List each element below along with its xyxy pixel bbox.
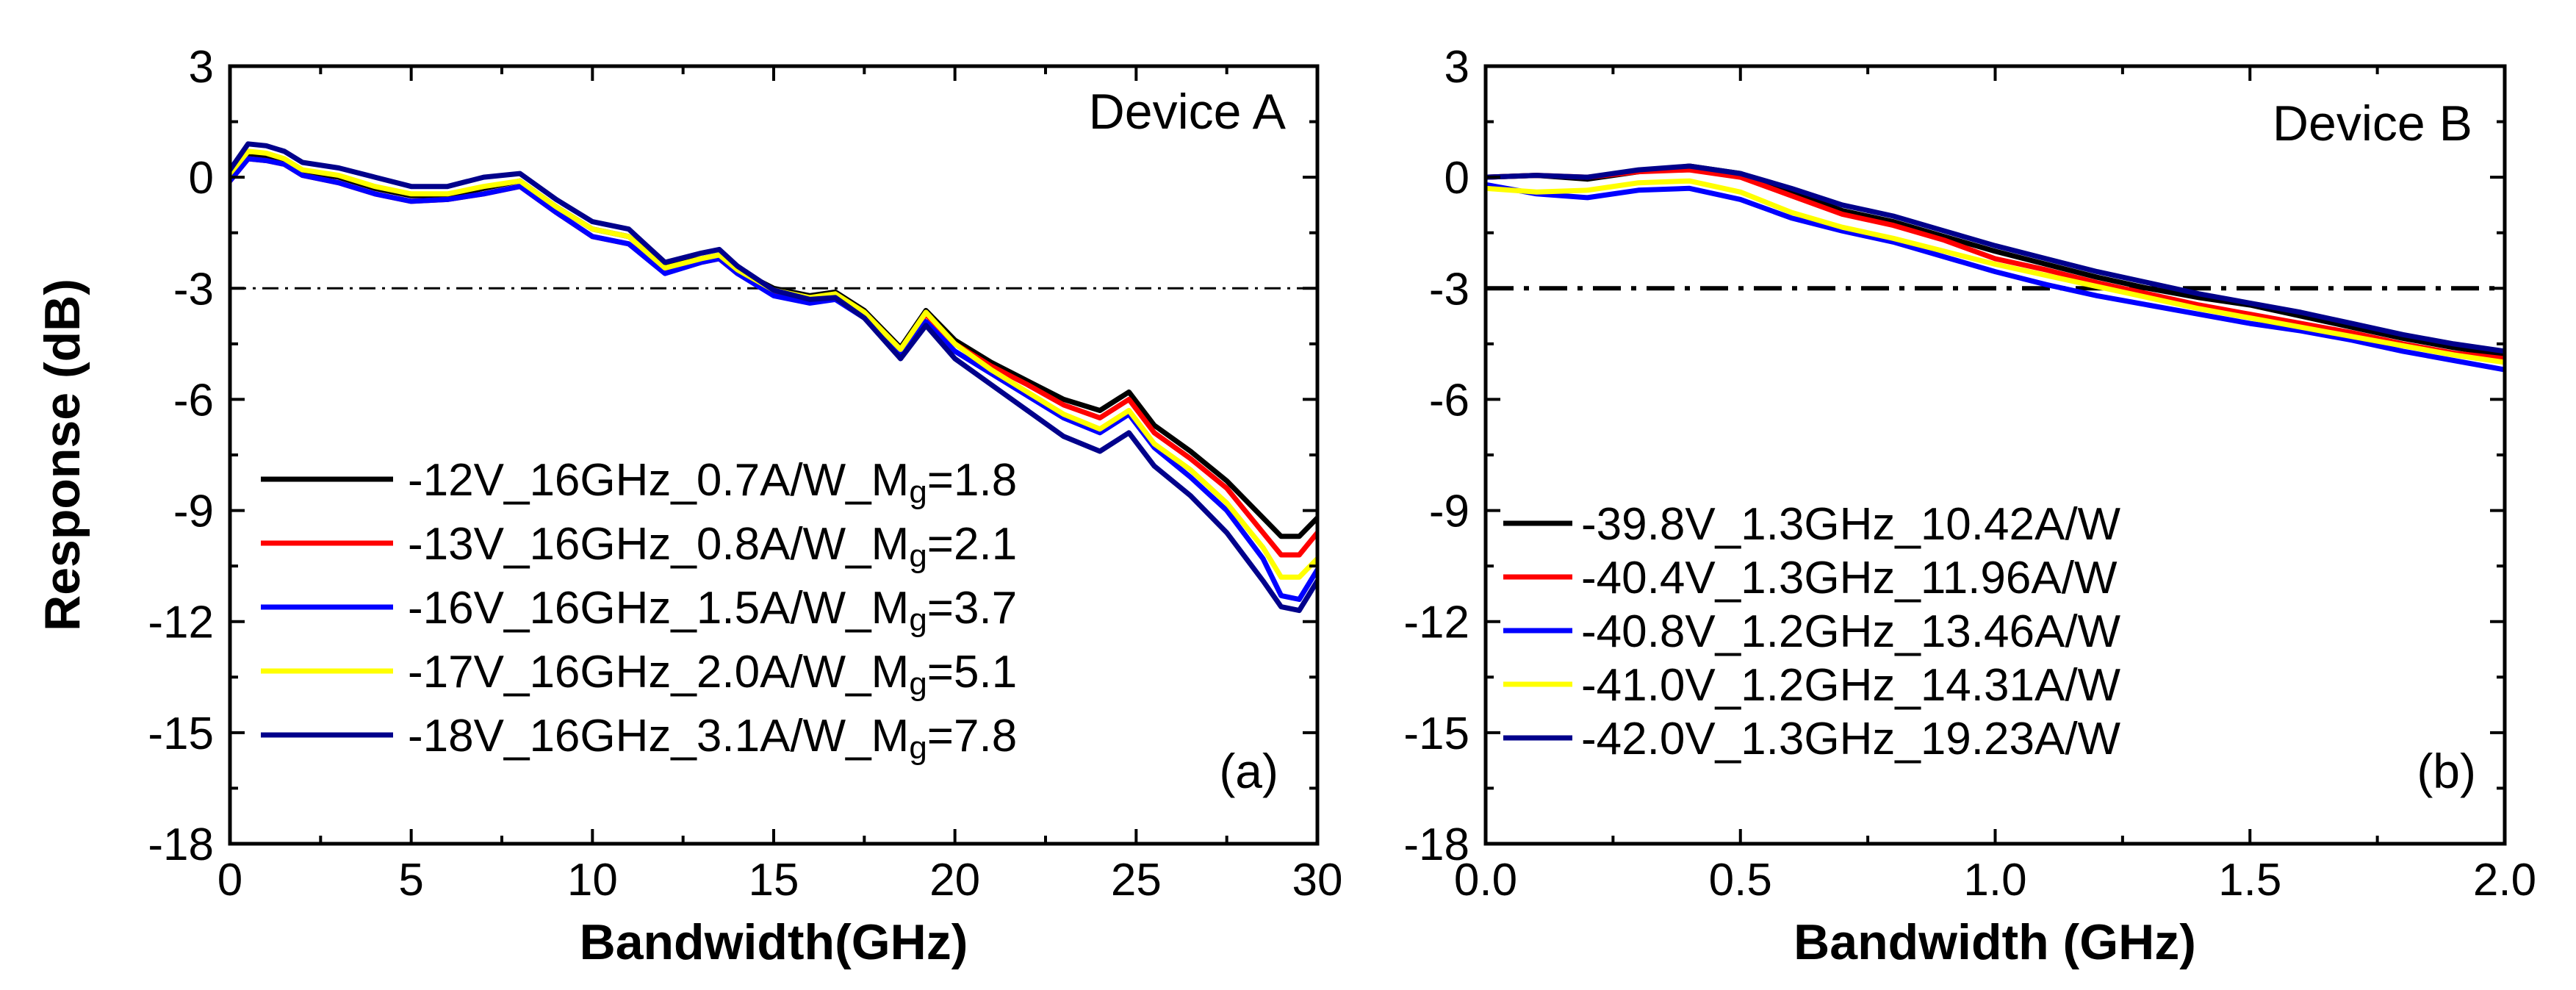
legend: -39.8V_1.3GHz_10.42A/W-40.4V_1.3GHz_11.9…	[1503, 499, 2121, 764]
legend-text-suffix: =1.8	[927, 455, 1017, 506]
x-tick-label: 10	[567, 855, 618, 905]
x-tick-label: 20	[929, 855, 980, 905]
x-tick-label: 1.0	[1963, 855, 2026, 905]
x-tick-label: 25	[1111, 855, 1162, 905]
legend-text-suffix: =2.1	[927, 519, 1017, 570]
y-tick-label: 3	[189, 42, 214, 93]
legend-text-suffix: =7.8	[927, 711, 1017, 761]
legend-label-2: -40.4V_1.3GHz_11.96A/W	[1581, 553, 2118, 603]
y-tick-label: 0	[189, 153, 214, 204]
x-tick-label: 15	[749, 855, 799, 905]
y-tick-label: -12	[1403, 598, 1469, 648]
series-line-4	[1486, 178, 2505, 365]
series-line-5	[230, 141, 1317, 614]
y-tick-label: -15	[1403, 709, 1469, 759]
y-tick-label: -9	[173, 487, 214, 537]
legend-label-3: -40.8V_1.2GHz_13.46A/W	[1581, 606, 2121, 657]
legend-text: -16V_16GHz_1.5A/W_M	[408, 583, 909, 634]
y-tick-label: -6	[173, 375, 214, 426]
legend-text: -12V_16GHz_0.7A/W_M	[408, 455, 909, 506]
legend-label-5: -18V_16GHz_3.1A/W_Mg=7.8	[408, 711, 1017, 766]
y-tick-label: -3	[1429, 264, 1469, 315]
x-tick-label: 2.0	[2473, 855, 2536, 905]
series-line-4	[230, 148, 1317, 580]
series-group	[1486, 163, 2505, 373]
legend-label-1: -12V_16GHz_0.7A/W_Mg=1.8	[408, 455, 1017, 510]
legend-subscript: g	[909, 666, 927, 702]
legend-text: -17V_16GHz_2.0A/W_M	[408, 647, 909, 697]
legend-subscript: g	[909, 602, 927, 638]
panel-a: 0 5 10 15 20 25 3030-3-6-9-12-15-18Bandwidth(G…	[35, 42, 1342, 970]
series-line-5	[1486, 163, 2505, 354]
legend-subscript: g	[909, 730, 927, 766]
y-tick-label: -15	[148, 709, 214, 759]
legend-text: -18V_16GHz_3.1A/W_M	[408, 711, 909, 761]
legend-text-suffix: =3.7	[927, 583, 1017, 634]
panel-tag: (a)	[1219, 744, 1278, 798]
x-tick-label: 0.5	[1709, 855, 1772, 905]
legend: -12V_16GHz_0.7A/W_Mg=1.8-13V_16GHz_0.8A/…	[261, 455, 1017, 766]
y-tick-label: -3	[173, 264, 214, 315]
legend-subscript: g	[909, 474, 927, 510]
series-line-3	[230, 156, 1317, 602]
legend-label-4: -17V_16GHz_2.0A/W_Mg=5.1	[408, 647, 1017, 702]
y-tick-label: -12	[148, 598, 214, 648]
x-tick-label: 1.5	[2218, 855, 2281, 905]
legend-text: -13V_16GHz_0.8A/W_M	[408, 519, 909, 570]
panel-b: 0.0 0.5 1.0 1.5 2.0 3 0 -3 -6 -9 -12 -15 -18 Bandwidt…	[1403, 42, 2536, 970]
y-tick-label: 0	[1444, 153, 1469, 204]
device-label: Device B	[2273, 96, 2472, 151]
legend-label-4: -41.0V_1.2GHz_14.31A/W	[1581, 660, 2121, 711]
legend-label-2: -13V_16GHz_0.8A/W_Mg=2.1	[408, 519, 1017, 574]
panel-tag: (b)	[2417, 744, 2476, 798]
legend-label-3: -16V_16GHz_1.5A/W_Mg=3.7	[408, 583, 1017, 638]
y-tick-label: -18	[1403, 819, 1469, 870]
x-tick-label: 30	[1292, 855, 1343, 905]
legend-label-5: -42.0V_1.3GHz_19.23A/W	[1581, 714, 2121, 764]
legend-label-1: -39.8V_1.3GHz_10.42A/W	[1581, 499, 2121, 550]
y-tick-label: -9	[1429, 487, 1469, 537]
series-line-3	[1486, 182, 2505, 373]
x-tick-label: 0.0	[1454, 855, 1517, 905]
y-axis-title: Response (dB)	[35, 279, 90, 631]
legend-subscript: g	[909, 538, 927, 574]
x-axis-title: Bandwidth (GHz)	[1794, 914, 2196, 970]
device-label: Device A	[1089, 84, 1287, 140]
x-tick-label: 0	[217, 855, 242, 905]
x-tick-label: 5	[398, 855, 423, 905]
legend-text-suffix: =5.1	[927, 647, 1017, 697]
y-tick-label: -18	[148, 819, 214, 870]
y-tick-label: 3	[1444, 42, 1469, 93]
y-tick-label: -6	[1429, 375, 1469, 426]
x-axis-title: Bandwidth(GHz)	[580, 914, 968, 970]
series-group	[230, 141, 1317, 614]
